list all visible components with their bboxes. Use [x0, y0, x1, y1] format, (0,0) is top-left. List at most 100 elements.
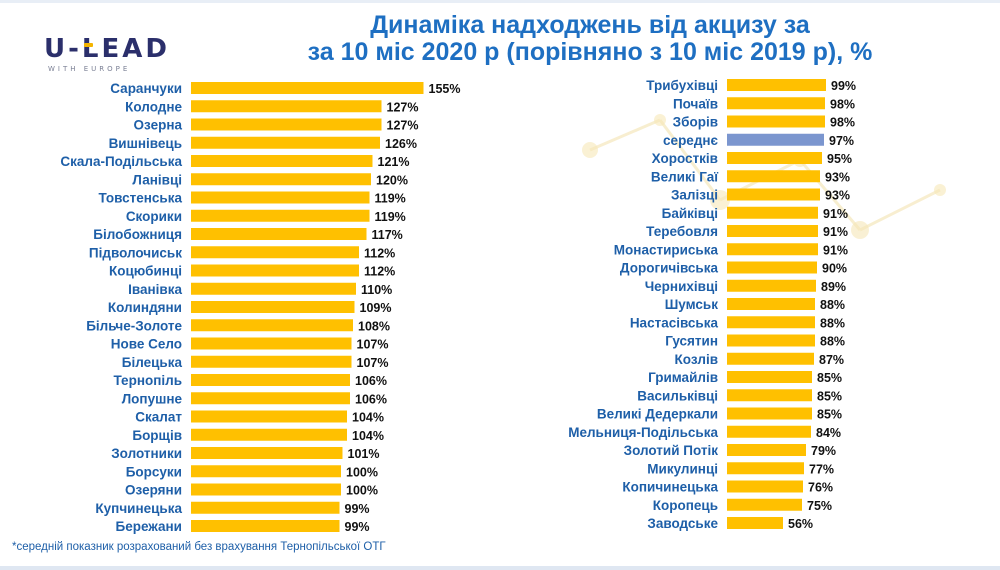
bar: [727, 389, 812, 402]
bar: [191, 483, 341, 496]
data-label: 56%: [788, 517, 813, 531]
category-label: Чернихівці: [645, 279, 718, 294]
u-lead-logo: U-LEAD WITH EUROPE: [44, 34, 170, 73]
chart-title: Динаміка надходжень від акцизу за за 10 …: [210, 12, 970, 66]
data-label: 89%: [821, 280, 846, 294]
category-label: Колодне: [125, 99, 182, 114]
category-label: Товстенська: [99, 191, 183, 206]
bar: [191, 228, 367, 240]
data-label: 88%: [820, 316, 845, 330]
category-label: Підволочиськ: [89, 245, 182, 260]
bar: [191, 337, 352, 350]
bar: [191, 173, 371, 186]
data-label: 109%: [360, 301, 392, 315]
data-label: 119%: [375, 210, 406, 224]
category-label-average: середнє: [663, 133, 718, 148]
chart-title-line-1: Динаміка надходжень від акцизу за: [370, 11, 810, 39]
bar: [727, 152, 822, 164]
data-label: 88%: [820, 335, 845, 349]
bar: [727, 517, 783, 529]
bar: [727, 115, 825, 128]
category-label: Озеряни: [125, 483, 182, 498]
data-label: 93%: [825, 189, 850, 203]
data-label: 117%: [372, 228, 403, 242]
data-label: 77%: [809, 462, 834, 476]
bar: [727, 225, 818, 237]
bar: [727, 261, 817, 274]
top-border: [0, 0, 1000, 3]
category-label: Білобожниця: [93, 227, 182, 242]
category-label: Бережани: [116, 519, 183, 534]
category-label: Скалат: [135, 410, 182, 425]
category-label: Хоростків: [652, 151, 718, 166]
data-label: 112%: [364, 265, 395, 279]
category-label: Теребовля: [646, 224, 718, 239]
bar: [191, 155, 373, 167]
data-label: 101%: [348, 447, 380, 461]
category-label: Ланівці: [132, 172, 182, 187]
data-label: 104%: [352, 429, 384, 443]
category-label: Більче-Золоте: [86, 318, 182, 333]
category-label: Скорики: [126, 209, 182, 224]
bar: [191, 428, 347, 441]
category-label: Козлів: [675, 352, 718, 367]
bar: [191, 392, 350, 405]
category-label: Дорогичівська: [620, 261, 719, 276]
bar: [727, 444, 806, 456]
bar: [727, 97, 825, 110]
bar: [727, 279, 816, 292]
category-label: Борщів: [132, 428, 182, 443]
category-label: Нове Село: [111, 337, 182, 352]
bar: [727, 352, 814, 365]
bar: [191, 118, 382, 131]
bar: [191, 501, 340, 514]
bar: [191, 136, 380, 149]
data-label: 107%: [357, 338, 389, 352]
category-label: Зборів: [673, 115, 718, 130]
category-label: Настасівська: [630, 315, 719, 330]
bar: [191, 520, 340, 532]
category-label: Шумськ: [665, 297, 719, 312]
category-label: Озерна: [134, 118, 183, 133]
category-label: Великі Гаї: [651, 169, 719, 184]
bar: [191, 191, 370, 204]
category-label: Байківці: [662, 206, 718, 221]
bar: [191, 465, 341, 478]
data-label: 75%: [807, 499, 832, 513]
data-label: 104%: [352, 411, 384, 425]
bar: [191, 319, 353, 332]
data-label: 88%: [820, 298, 845, 312]
data-label: 127%: [387, 119, 419, 133]
bar: [191, 355, 352, 368]
data-label: 108%: [358, 319, 390, 333]
category-label: Монастириська: [614, 242, 719, 257]
data-label: 93%: [825, 170, 850, 184]
chart-title-line-2: за 10 міс 2020 р (порівняно з 10 міс 201…: [307, 38, 873, 66]
data-label: 84%: [816, 426, 841, 440]
bar: [727, 371, 812, 383]
bar: [191, 209, 370, 222]
data-label: 85%: [817, 371, 842, 385]
bar: [727, 79, 826, 91]
data-label: 98%: [830, 97, 855, 111]
data-label: 127%: [387, 100, 419, 114]
data-label: 91%: [823, 225, 848, 239]
data-label: 90%: [822, 262, 847, 276]
bar: [727, 243, 818, 256]
data-label: 79%: [811, 444, 836, 458]
category-label: Іванівка: [128, 282, 182, 297]
bar: [727, 170, 820, 183]
logo-text: U-LEAD: [44, 34, 170, 64]
bar: [727, 462, 804, 475]
category-label: Гримайлів: [648, 370, 718, 385]
data-label: 91%: [823, 207, 848, 221]
bar: [727, 334, 815, 347]
category-label: Коцюбинці: [109, 264, 182, 279]
data-label: 76%: [808, 481, 833, 495]
data-label: 91%: [823, 243, 848, 257]
bar: [191, 264, 359, 277]
category-label: Колиндяни: [108, 300, 182, 315]
bar: [727, 206, 818, 219]
data-label: 100%: [346, 465, 378, 479]
